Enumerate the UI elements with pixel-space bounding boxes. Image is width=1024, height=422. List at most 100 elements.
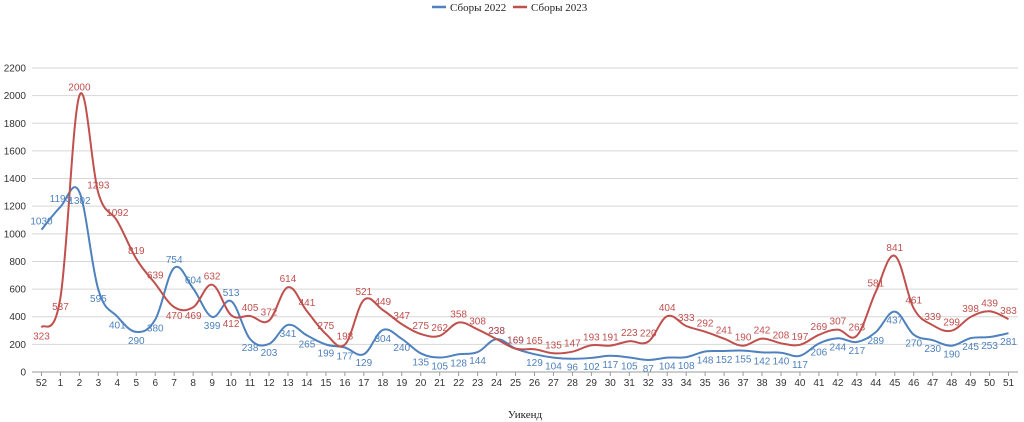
data-label: 819 — [128, 246, 145, 257]
x-tick-label: 25 — [510, 378, 522, 389]
gridlines — [32, 67, 1018, 373]
data-label: 380 — [147, 323, 164, 334]
data-label: 2000 — [68, 83, 91, 94]
x-tick-label: 3 — [96, 378, 102, 389]
data-label: 461 — [905, 295, 922, 306]
data-label: 308 — [469, 316, 486, 327]
y-tick-label: 1400 — [4, 174, 27, 185]
data-label: 1293 — [87, 180, 110, 191]
data-label: 147 — [564, 339, 581, 350]
data-label: 412 — [223, 319, 240, 330]
data-label: 595 — [90, 294, 107, 305]
data-label: 197 — [792, 332, 809, 343]
x-tick-label: 9 — [209, 378, 215, 389]
data-label: 105 — [431, 361, 448, 372]
x-tick-label: 36 — [719, 378, 731, 389]
data-label: 372 — [261, 308, 278, 319]
data-label: 198 — [337, 332, 354, 343]
data-label: 1195 — [50, 194, 72, 205]
x-tick-label: 10 — [226, 378, 238, 389]
data-label: 1092 — [106, 208, 129, 219]
data-label: 155 — [735, 355, 752, 366]
x-tick-label: 32 — [643, 378, 655, 389]
y-tick-label: 200 — [9, 340, 26, 351]
x-tick-label: 2 — [77, 378, 83, 389]
y-tick-label: 2200 — [4, 64, 27, 75]
data-label: 304 — [374, 334, 391, 345]
data-label: 240 — [393, 343, 410, 354]
x-tick-label: 27 — [548, 378, 560, 389]
data-label: 203 — [261, 348, 278, 359]
data-label: 333 — [678, 313, 695, 324]
data-label: 208 — [773, 330, 790, 341]
data-label: 281 — [1000, 337, 1017, 348]
x-tick-label: 5 — [134, 378, 140, 389]
data-label: 148 — [697, 356, 714, 367]
data-label: 105 — [621, 361, 638, 372]
x-tick-label: 19 — [396, 378, 408, 389]
x-tick-label: 20 — [415, 378, 427, 389]
x-tick-label: 39 — [775, 378, 787, 389]
x-tick-label: 17 — [358, 378, 370, 389]
data-label: 87 — [643, 364, 655, 375]
data-label: 129 — [355, 358, 372, 369]
legend-label-2022: Сборы 2022 — [450, 2, 506, 14]
data-label: 262 — [431, 323, 448, 334]
x-tick-label: 47 — [927, 378, 939, 389]
data-label: 135 — [412, 357, 429, 368]
x-tick-label: 14 — [301, 378, 313, 389]
data-label: 269 — [811, 322, 828, 333]
data-label: 217 — [848, 346, 865, 357]
data-label: 404 — [659, 303, 676, 314]
data-label: 165 — [526, 336, 543, 347]
y-tick-label: 1600 — [4, 146, 27, 157]
data-label: 405 — [242, 303, 259, 314]
y-tick-label: 1800 — [4, 119, 27, 130]
x-tick-label: 52 — [36, 378, 48, 389]
x-tick-label: 4 — [115, 378, 121, 389]
data-label: 140 — [773, 357, 790, 368]
x-tick-label: 12 — [263, 378, 275, 389]
data-label: 398 — [962, 304, 979, 315]
data-label: 581 — [867, 279, 884, 290]
x-tick-label: 48 — [946, 378, 958, 389]
y-tick-label: 1200 — [4, 202, 27, 213]
x-tick-label: 45 — [889, 378, 901, 389]
x-tick-label: 40 — [794, 378, 806, 389]
data-label: 449 — [374, 297, 391, 308]
data-label: 238 — [488, 326, 505, 337]
x-tick-label: 51 — [1003, 378, 1015, 389]
x-tick-label: 11 — [245, 378, 256, 389]
data-label: 177 — [337, 352, 354, 363]
data-label: 199 — [318, 349, 335, 360]
data-label: 206 — [811, 348, 828, 359]
data-label: 470 — [166, 311, 183, 322]
data-label: 341 — [280, 329, 297, 340]
x-tick-label: 29 — [586, 378, 598, 389]
data-label: 513 — [223, 288, 240, 299]
y-axis: 0 200 400 600 800 1000 1200 1400 1600 1800 2000 220… — [4, 64, 27, 379]
data-label: 96 — [567, 363, 579, 374]
x-tick-label: 35 — [700, 378, 712, 389]
data-label: 117 — [602, 360, 618, 371]
x-tick-label: 50 — [984, 378, 996, 389]
x-tick-label: 26 — [529, 378, 541, 389]
data-label: 1030 — [30, 217, 53, 228]
series-line-2022 — [40, 186, 1009, 362]
x-tick-label: 1 — [58, 378, 64, 389]
data-label: 223 — [621, 328, 638, 339]
data-label: 632 — [204, 272, 221, 283]
data-label: 339 — [924, 312, 941, 323]
data-label: 169 — [507, 336, 524, 347]
data-label: 230 — [924, 344, 941, 355]
data-label: 193 — [583, 332, 600, 343]
data-label: 401 — [109, 321, 126, 332]
x-tick-label: 41 — [813, 378, 825, 389]
x-tick-label: 13 — [282, 378, 294, 389]
data-label: 270 — [905, 339, 922, 350]
data-label: 307 — [830, 317, 847, 328]
x-tick-label: 42 — [832, 378, 844, 389]
series-line-2023 — [40, 92, 1009, 355]
